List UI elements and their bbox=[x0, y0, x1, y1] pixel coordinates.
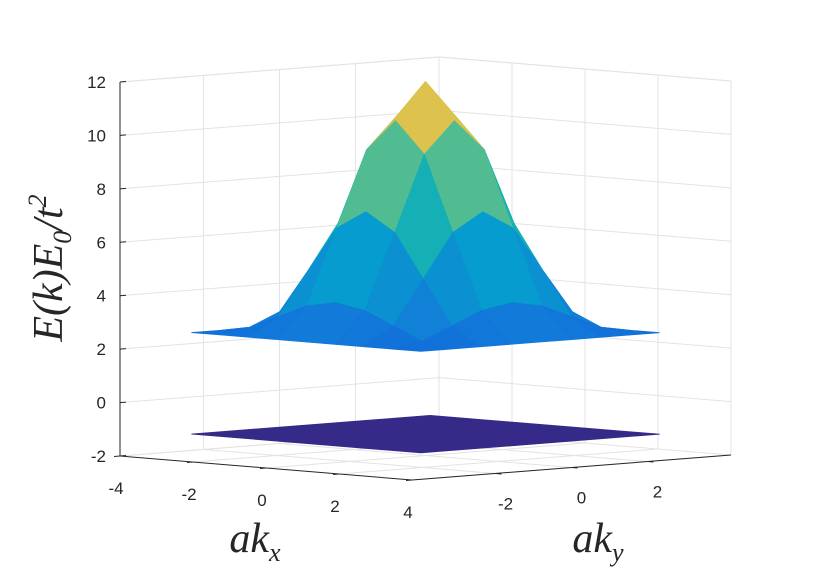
x-label-main: ak bbox=[229, 516, 270, 562]
y-tick-label: -2 bbox=[498, 494, 513, 513]
z-axis-label: E(k)E0/t2 bbox=[23, 194, 77, 342]
y-label-main: ak bbox=[572, 516, 613, 562]
z-label-main2: /t bbox=[26, 206, 72, 233]
z-tick-label: 12 bbox=[87, 73, 106, 92]
z-tick bbox=[119, 455, 127, 457]
z-tick-label: -2 bbox=[91, 447, 106, 466]
y-tick-label: 2 bbox=[653, 483, 662, 502]
z-tick-label: 4 bbox=[97, 287, 106, 306]
x-tick bbox=[113, 455, 121, 457]
grid-line bbox=[279, 443, 572, 468]
z-tick bbox=[119, 187, 127, 190]
x-axis-label: akx bbox=[229, 516, 281, 567]
surfaces bbox=[191, 81, 660, 454]
y-tick bbox=[495, 472, 502, 475]
x-tick bbox=[186, 461, 194, 463]
z-tick-label: 2 bbox=[97, 340, 106, 359]
z-tick-label: 8 bbox=[97, 180, 106, 199]
box-edge bbox=[119, 56, 440, 83]
x-tick-label: 2 bbox=[330, 497, 339, 516]
z-label-sup: 2 bbox=[23, 194, 52, 207]
z-label-main: E(k)E bbox=[26, 244, 72, 343]
x-tick bbox=[332, 473, 340, 475]
x-tick bbox=[405, 479, 413, 481]
x-tick-label: 4 bbox=[403, 503, 412, 522]
x-label-sub: x bbox=[268, 538, 281, 567]
z-tick-label: 0 bbox=[97, 394, 106, 413]
z-tick bbox=[119, 401, 127, 404]
x-tick-label: -4 bbox=[108, 479, 123, 498]
y-tick bbox=[647, 461, 654, 463]
surface-patch bbox=[391, 340, 451, 352]
z-tick-label: 10 bbox=[87, 126, 106, 145]
box-edge bbox=[438, 56, 732, 82]
x-tick bbox=[259, 467, 267, 469]
z-tick bbox=[119, 348, 127, 350]
z-label-sub: 0 bbox=[48, 231, 77, 244]
z-tick bbox=[119, 81, 127, 83]
y-tick bbox=[571, 467, 578, 469]
y-label-sub: y bbox=[609, 538, 624, 567]
x-tick-label: -2 bbox=[181, 485, 196, 504]
z-tick bbox=[119, 294, 127, 297]
grid-line bbox=[203, 448, 496, 474]
y-axis-label: aky bbox=[572, 516, 624, 567]
z-tick bbox=[119, 241, 127, 243]
surface-patch bbox=[191, 414, 660, 454]
y-tick-label: 0 bbox=[577, 489, 586, 508]
x-tick-label: 0 bbox=[257, 491, 266, 510]
z-tick bbox=[119, 134, 127, 136]
z-tick-label: 6 bbox=[97, 233, 106, 252]
